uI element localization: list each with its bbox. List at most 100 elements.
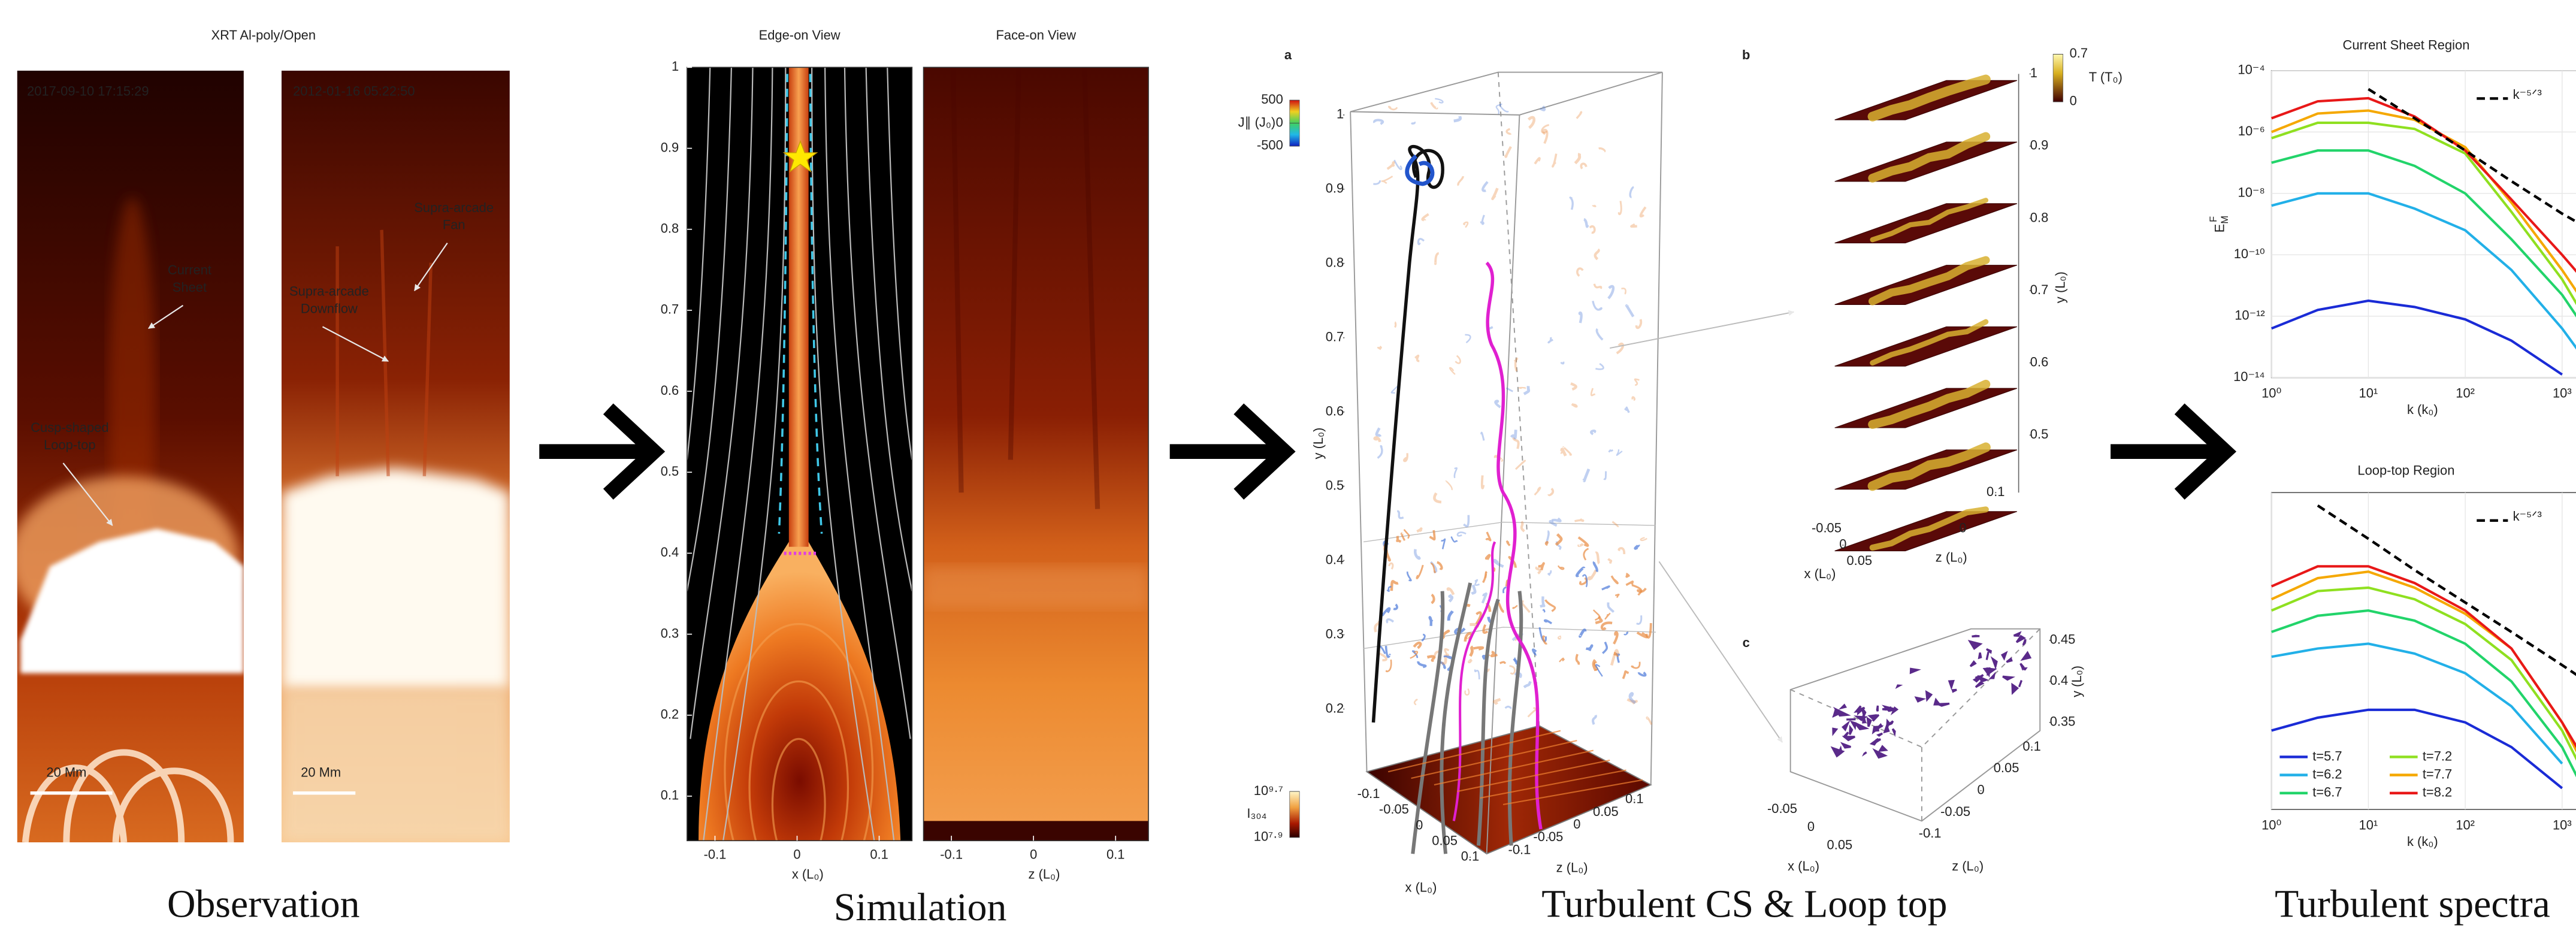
- turbulence-stroke: [1535, 488, 1540, 495]
- panel-a-box: [1350, 72, 1662, 854]
- y-tick-label: 0.1: [661, 788, 679, 803]
- turbulence-stroke: [1374, 120, 1383, 123]
- current-blob: [1970, 642, 1981, 649]
- y-tick-label: 0.2: [661, 707, 679, 722]
- current-blob: [1880, 746, 1886, 751]
- tick-label: -0.1: [1919, 826, 1942, 841]
- turbulence-stroke: [1418, 239, 1423, 244]
- current-blob: [1897, 685, 1900, 687]
- current-blob: [2022, 653, 2030, 660]
- y-tick-label: 0.9: [661, 140, 679, 155]
- axis-label: x (L₀): [1405, 880, 1437, 895]
- timestamp: 2012-01-16 05:22:50: [293, 83, 415, 98]
- turbulence-stroke: [1556, 534, 1561, 545]
- turbulence-stroke: [1375, 437, 1380, 442]
- turbulence-stroke: [1427, 657, 1434, 661]
- x-tick-label: 10²: [2456, 386, 2475, 401]
- colorbar-tick-label: 10⁷·⁹: [1254, 829, 1283, 844]
- flow-arrow: [539, 409, 654, 494]
- turbulence-stroke: [1631, 225, 1637, 226]
- turbulence-stroke: [1514, 358, 1517, 371]
- current-blob: [2019, 681, 2021, 687]
- y-tick-label: 10⁻⁴: [2238, 62, 2264, 77]
- turbulence-stroke: [1603, 642, 1607, 654]
- panel-c-box: [1791, 629, 2040, 821]
- tick-label: 0.05: [1827, 837, 1853, 852]
- turbulence-stroke: [1615, 594, 1619, 597]
- temperature-slices: [1835, 74, 2019, 551]
- turbulence-stroke: [1608, 559, 1611, 564]
- tick-label: -0.05: [1940, 804, 1970, 819]
- turbulence-stroke: [1549, 570, 1551, 575]
- turbulence-stroke: [1397, 511, 1404, 518]
- turbulence-stroke: [1577, 268, 1583, 276]
- current-blob: [1868, 718, 1871, 726]
- turbulence-stroke: [1430, 617, 1432, 625]
- tick-label: -0.05: [1533, 829, 1563, 844]
- tick-label: -0.1: [1508, 842, 1531, 857]
- turbulence-stroke: [1549, 337, 1553, 343]
- y-tick-label: 0.6: [661, 383, 679, 398]
- turbulence-stroke: [1624, 632, 1628, 634]
- tick-label: -0.05: [1812, 520, 1842, 535]
- colorbar-tick-label: 0: [2070, 93, 2077, 108]
- current-blob: [1911, 669, 1918, 672]
- turbulence-stroke: [1412, 122, 1415, 124]
- turbulence-stroke: [1584, 549, 1589, 560]
- tick-label: 0.1: [1987, 484, 2004, 499]
- tick-label: 1: [2030, 65, 2037, 80]
- axis-label: x (L₀): [1804, 566, 1836, 581]
- turbulence-stroke: [1465, 335, 1470, 343]
- turbulence-stroke: [1507, 541, 1510, 546]
- turbulence-stroke: [1593, 715, 1596, 725]
- turbulence-stroke: [1434, 493, 1441, 502]
- annotation: Cusp-shaped: [31, 420, 108, 435]
- turbulence-stroke: [1382, 176, 1393, 183]
- turbulence-stroke: [1546, 542, 1547, 545]
- current-blob: [1843, 744, 1851, 748]
- current-blob: [1993, 659, 1997, 667]
- turbulence-stroke: [1583, 469, 1589, 481]
- turbulence-stroke: [1382, 608, 1389, 615]
- turbulence-stroke: [1571, 383, 1576, 389]
- turbulence-stroke: [1378, 446, 1382, 458]
- turbulence-stroke: [1524, 682, 1531, 688]
- turbulence-stroke: [1580, 578, 1587, 584]
- plot-frame: [2272, 71, 2576, 378]
- turbulence-stroke: [1373, 181, 1380, 184]
- annotation: Loop-top: [44, 437, 95, 452]
- tick-label: 1: [1337, 107, 1344, 122]
- turbulence-stroke: [1584, 219, 1588, 226]
- turbulence-stroke: [1483, 182, 1487, 191]
- annotation: Sheet: [173, 280, 207, 295]
- turbulence-stroke: [1626, 582, 1632, 585]
- turbulence-stroke: [1641, 207, 1646, 216]
- tick-label: 0: [1977, 782, 1984, 797]
- turbulence-stroke: [1513, 438, 1519, 449]
- y-tick-label: 0.8: [661, 221, 679, 236]
- axis-label: y (L₀): [2053, 271, 2068, 303]
- current-blob: [2016, 636, 2024, 642]
- tick-label: 0.7: [1326, 330, 1344, 344]
- y-tick-label: 0.5: [661, 464, 679, 479]
- turbulence-stroke: [1448, 588, 1453, 594]
- axis-label: EMF: [2208, 216, 2230, 232]
- current-blob: [1987, 649, 1991, 652]
- turbulence-stroke: [1635, 379, 1639, 385]
- tick-label: 0.5: [2030, 427, 2048, 442]
- legend-label: k⁻⁵ᐟ³: [2513, 509, 2542, 524]
- turbulence-stroke: [1458, 533, 1466, 536]
- tick-label: 0.4: [1326, 552, 1344, 567]
- colorbar-tick-label: -500: [1257, 138, 1283, 153]
- turbulence-stroke: [1445, 649, 1449, 655]
- turbulence-stroke: [1579, 544, 1583, 546]
- turbulence-stroke: [1450, 368, 1455, 374]
- turbulence-stroke: [1637, 319, 1641, 328]
- turbulence-stroke: [1389, 563, 1393, 569]
- turbulence-stroke: [1522, 522, 1525, 531]
- observation-image-right: [282, 71, 510, 842]
- turbulence-stroke: [1639, 672, 1646, 675]
- tick-label: 0: [1839, 537, 1846, 552]
- legend-label: t=5.7: [2312, 748, 2342, 763]
- turbulence-stroke: [1581, 164, 1586, 168]
